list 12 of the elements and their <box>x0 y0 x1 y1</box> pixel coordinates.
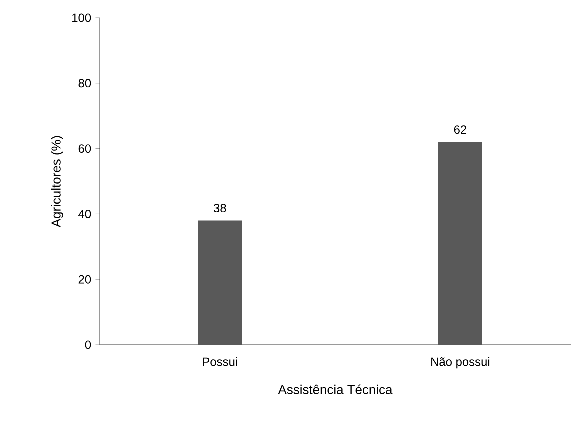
y-tick-label: 80 <box>78 79 92 88</box>
y-tick-label: 60 <box>78 144 92 154</box>
data-label: 62 <box>454 126 467 134</box>
x-axis-title: Assistência Técnica <box>278 384 393 394</box>
y-tick-label: 100 <box>72 14 92 22</box>
y-tick-label: 20 <box>78 275 92 284</box>
y-tick-label: 0 <box>85 340 92 350</box>
y-axis-title: Agricultores (%) <box>51 136 64 228</box>
y-tick-label: 40 <box>78 210 92 218</box>
x-tick-label: Possui <box>203 357 238 366</box>
data-label: 38 <box>214 204 226 213</box>
x-tick-label: Não possui <box>432 357 490 369</box>
